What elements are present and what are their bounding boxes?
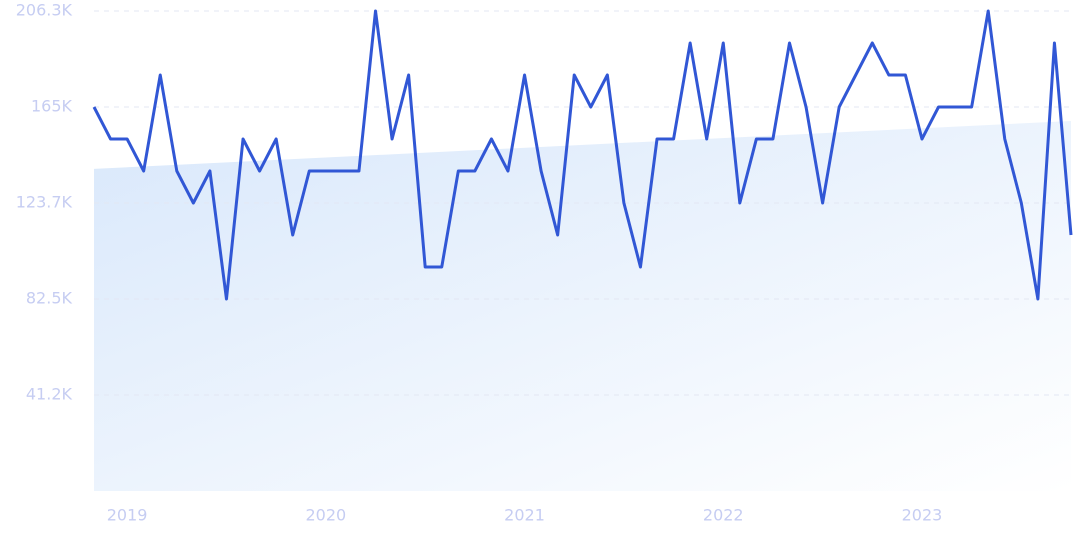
series-line (92, 9, 1073, 301)
y-tick-label: 41.2K (26, 385, 73, 404)
y-tick-label: 165K (31, 97, 73, 116)
x-tick-label: 2023 (902, 506, 943, 525)
x-tick-label: 2020 (305, 506, 346, 525)
y-tick-label: 82.5K (26, 289, 73, 308)
y-tick-label: 206.3K (16, 1, 73, 20)
trend-area (94, 120, 1071, 492)
y-tick-label: 123.7K (16, 193, 73, 212)
x-tick-label: 2022 (703, 506, 744, 525)
x-tick-label: 2019 (107, 506, 148, 525)
x-tick-label: 2021 (504, 506, 545, 525)
